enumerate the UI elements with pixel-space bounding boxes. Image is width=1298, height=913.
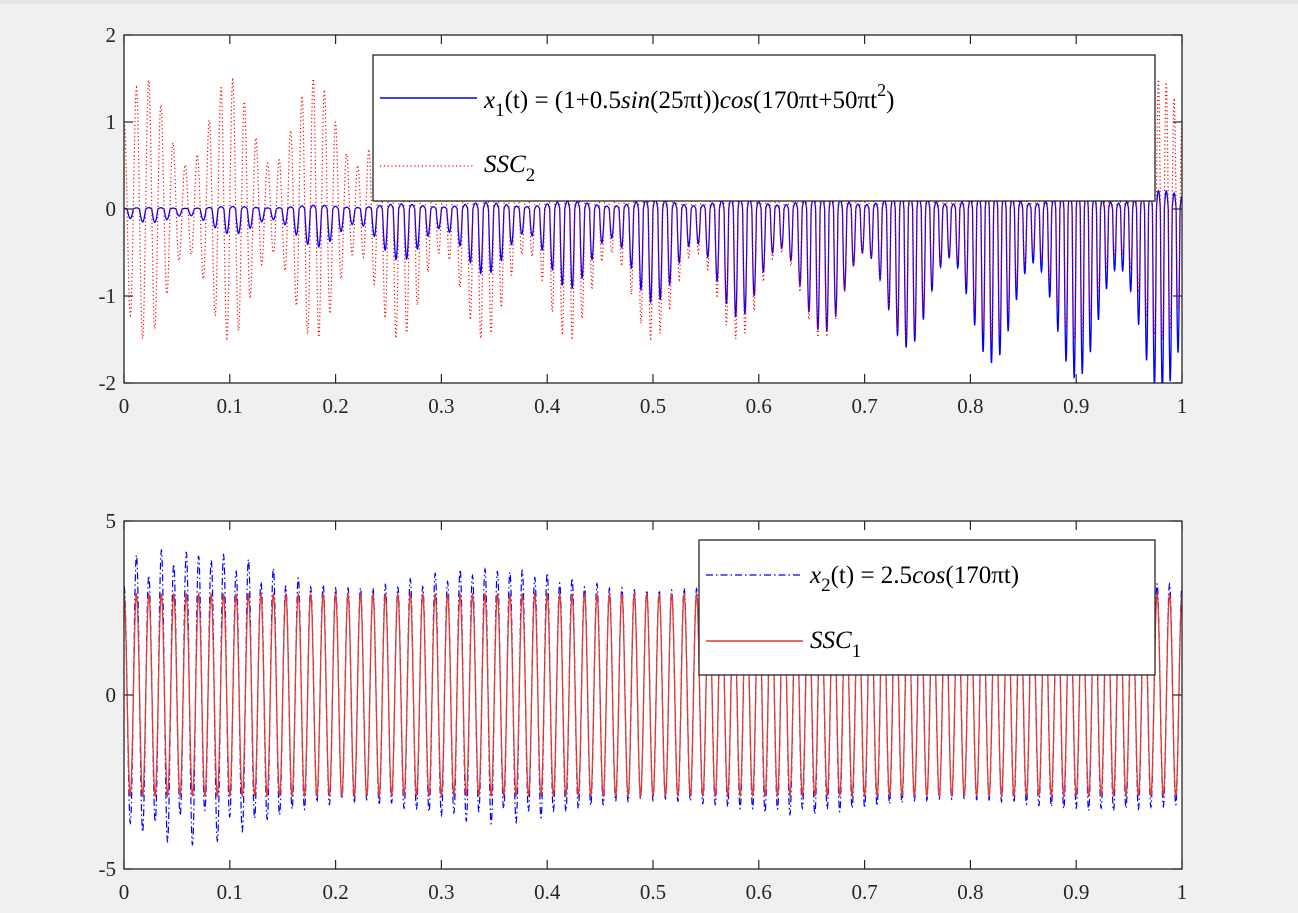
- x-tick-label: 0.2: [322, 880, 348, 904]
- y-tick-label: 0: [106, 197, 117, 221]
- x-tick-label: 1: [1177, 394, 1188, 418]
- legend: x2(t) = 2.5cos(170πt) SSC1: [698, 539, 1156, 676]
- y-tick-label: -2: [99, 371, 117, 395]
- x-tick-label: 0.2: [322, 394, 348, 418]
- legend-box: [698, 539, 1156, 676]
- x-tick-label: 0.8: [957, 394, 983, 418]
- x-tick-label: 0.6: [746, 880, 772, 904]
- legend: x1(t) = (1+0.5sin(25πt))cos(170πt+50πt2)…: [372, 54, 1156, 202]
- legend-label-ssc1: SSC1: [810, 627, 861, 662]
- x-tick-label: 0.8: [957, 880, 983, 904]
- x-tick-label: 1: [1177, 880, 1188, 904]
- y-tick-label: 0: [106, 683, 117, 707]
- y-tick-label: -5: [99, 857, 117, 881]
- y-tick-label: 1: [106, 110, 117, 134]
- legend-label-ssc2: SSC2: [484, 151, 535, 186]
- legend-label-x1: x1(t) = (1+0.5sin(25πt))cos(170πt+50πt2): [483, 80, 894, 121]
- y-tick-label: 5: [106, 509, 117, 533]
- legend-box: [372, 54, 1156, 202]
- series-line-ssc2: [123, 76, 1183, 342]
- x-tick-label: 0: [119, 394, 130, 418]
- x-tick-label: 0: [119, 880, 130, 904]
- x-tick-label: 0.4: [534, 880, 561, 904]
- x-tick-label: 0.3: [428, 394, 454, 418]
- x-tick-label: 0.1: [217, 394, 243, 418]
- x-tick-label: 0.3: [428, 880, 454, 904]
- y-tick-label: 2: [106, 23, 117, 47]
- x-tick-label: 0.5: [640, 394, 666, 418]
- x-tick-label: 0.7: [851, 880, 877, 904]
- legend-label-x2: x2(t) = 2.5cos(170πt): [809, 562, 1019, 596]
- window-top-edge: [0, 0, 1298, 4]
- y-tick-label: -1: [99, 284, 117, 308]
- x-tick-label: 0.9: [1063, 394, 1089, 418]
- x-tick-label: 0.4: [534, 394, 561, 418]
- x-tick-label: 0.5: [640, 880, 666, 904]
- x-tick-label: 0.1: [217, 880, 243, 904]
- x-tick-label: 0.9: [1063, 880, 1089, 904]
- x-tick-label: 0.7: [851, 394, 877, 418]
- x-tick-label: 0.6: [746, 394, 772, 418]
- axes-top: 0 0.1 0.2 0.3 0.4 0.5 0.6 0.7 0.8 0.9 1 2 1 0 -1 -2 x1(t…: [99, 23, 1188, 418]
- axes-bottom: 0 0.1 0.2 0.3 0.4 0.5 0.6 0.7 0.8 0.9 150-5x2(t) =…: [99, 509, 1188, 904]
